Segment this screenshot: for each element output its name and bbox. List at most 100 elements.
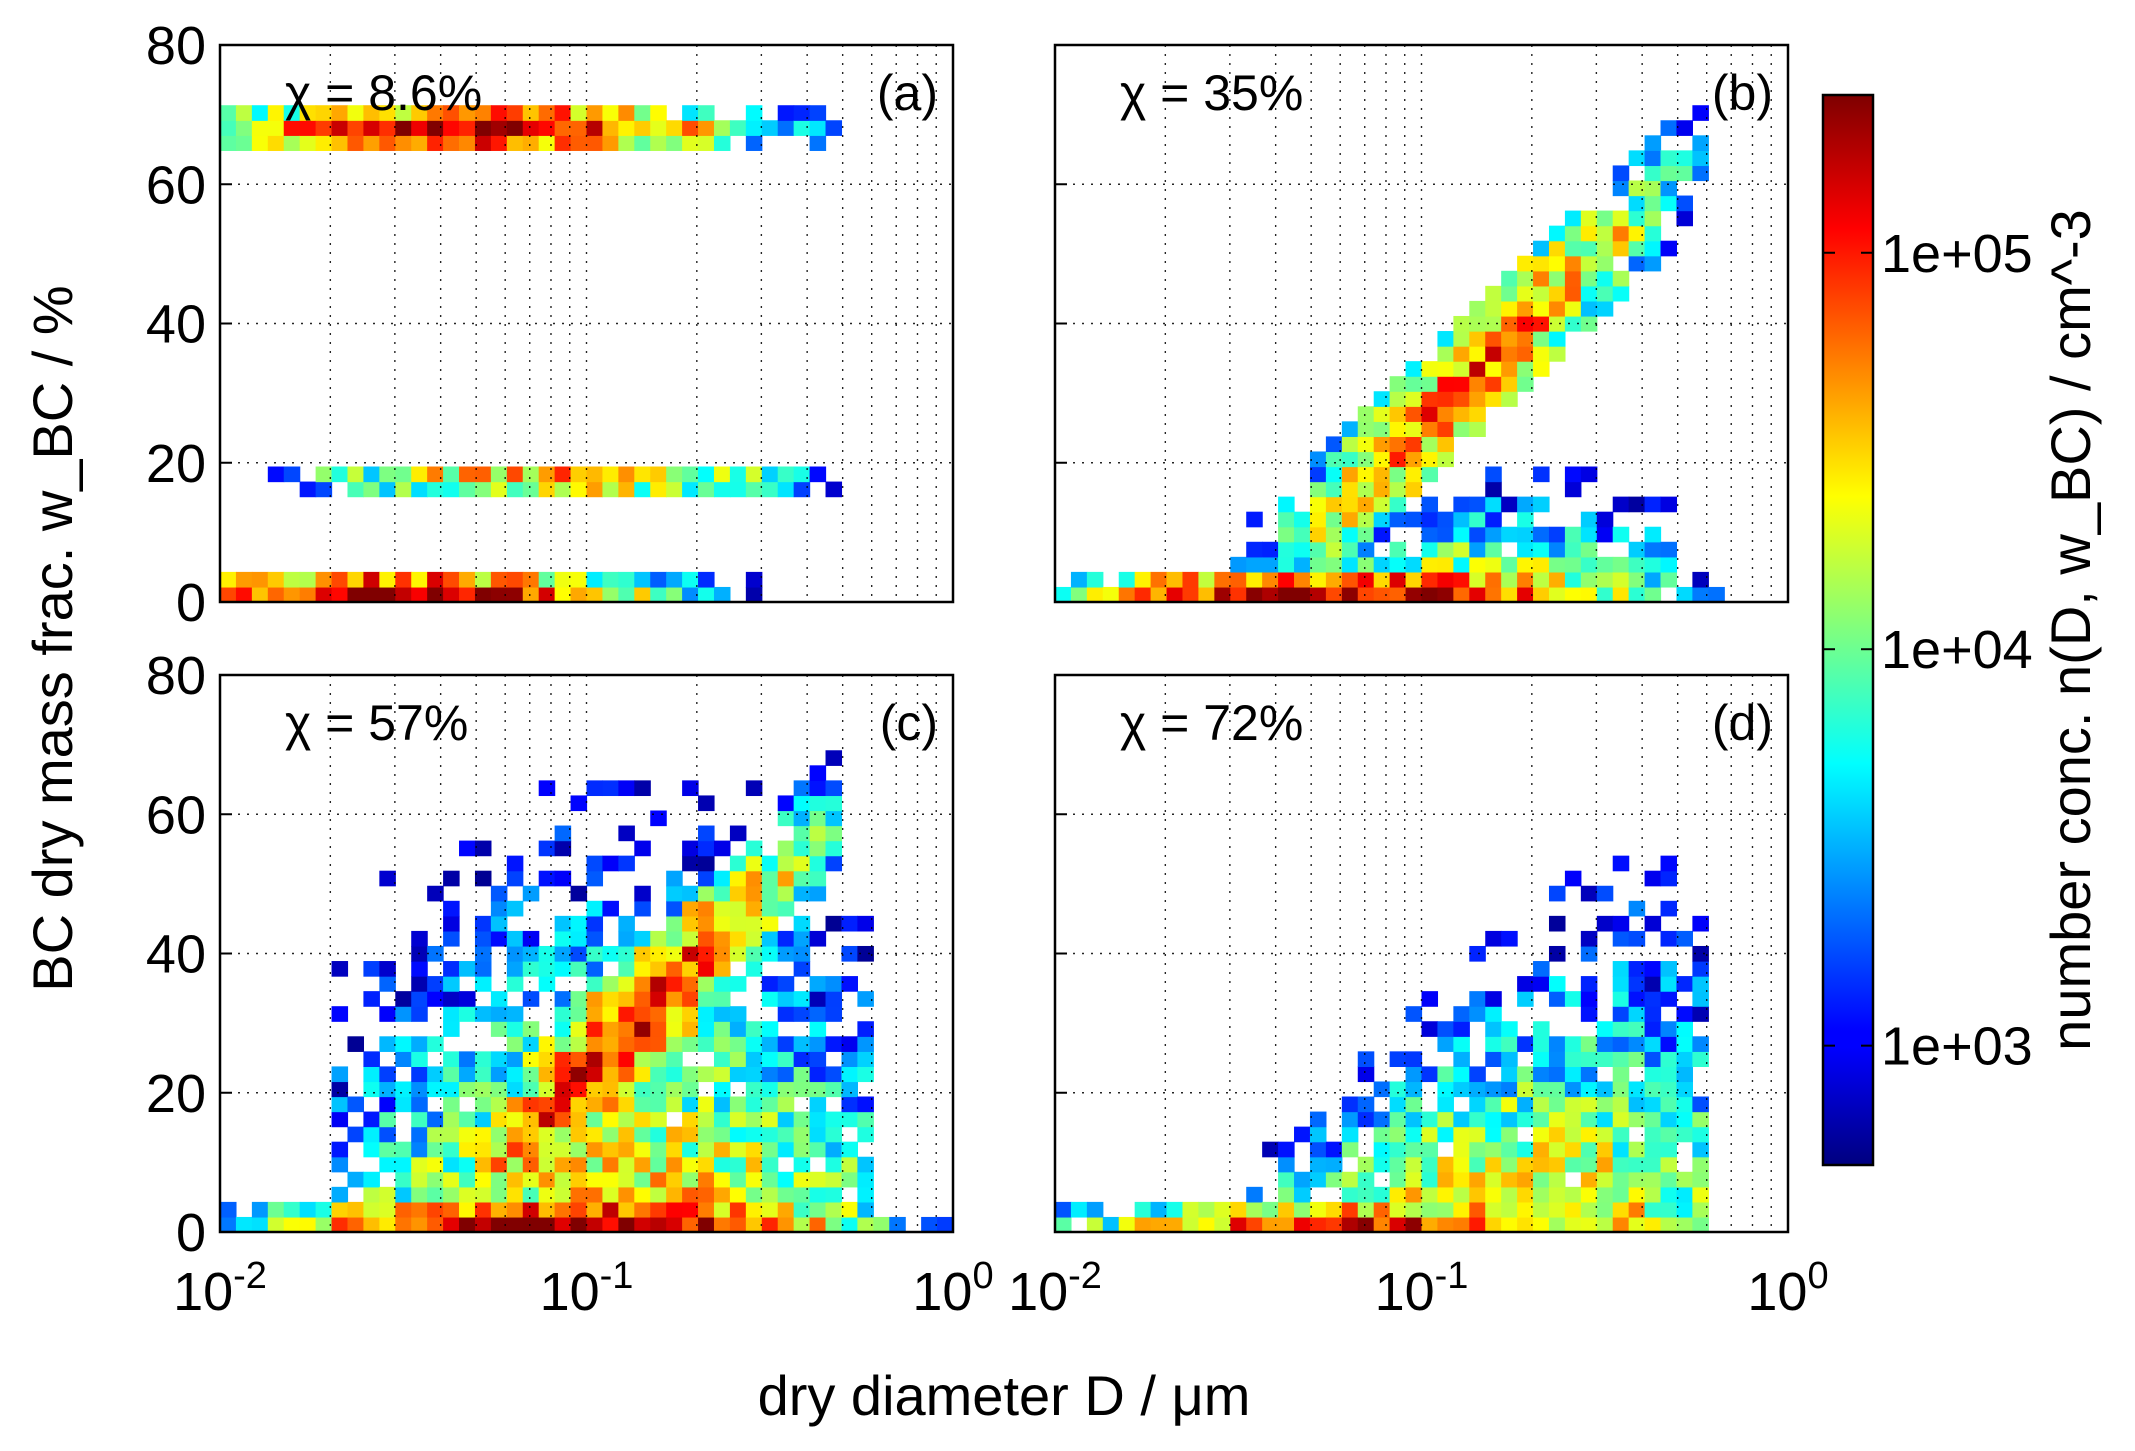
heatmap-cell <box>713 1006 731 1022</box>
heatmap-cell <box>299 571 317 588</box>
heatmap-cell <box>745 105 763 121</box>
heatmap-cell <box>411 1111 428 1128</box>
heatmap-cell <box>650 976 667 992</box>
heatmap-cell <box>220 120 237 136</box>
heatmap-cell <box>602 1111 619 1128</box>
heatmap-cell <box>777 1186 795 1203</box>
heatmap-cell <box>1676 1036 1693 1052</box>
heatmap-cell <box>1517 556 1534 573</box>
heatmap-cell <box>602 780 619 797</box>
heatmap-cell <box>634 481 651 498</box>
heatmap-cell <box>1580 466 1598 483</box>
heatmap-cell <box>1357 1216 1375 1233</box>
heatmap-cell <box>777 870 795 887</box>
heatmap-cell <box>1389 436 1407 453</box>
heatmap-cell <box>857 915 874 932</box>
heatmap-cell <box>554 1186 572 1203</box>
heatmap-cell <box>1660 991 1678 1007</box>
heatmap-cell <box>1341 451 1359 468</box>
heatmap-cell <box>1421 361 1439 377</box>
heatmap-cell <box>1692 135 1709 151</box>
heatmap-cell <box>1517 315 1534 332</box>
heatmap-cell <box>1612 496 1630 513</box>
heatmap-cell <box>1501 526 1518 543</box>
heatmap-cell <box>411 976 428 992</box>
heatmap-cell <box>538 1186 556 1203</box>
heatmap-cell <box>602 120 619 136</box>
heatmap-cell <box>1389 391 1407 407</box>
heatmap-cell <box>363 105 380 121</box>
heatmap-cell <box>1533 466 1550 483</box>
heatmap-cell <box>395 1036 412 1052</box>
heatmap-cell <box>1357 1066 1375 1083</box>
heatmap-cell <box>1405 511 1423 528</box>
heatmap-cell <box>1437 1081 1454 1098</box>
heatmap-cell <box>1628 1156 1646 1173</box>
heatmap-cell <box>251 1216 269 1233</box>
heatmap-cell <box>745 1111 763 1128</box>
heatmap-cell <box>395 1216 412 1233</box>
heatmap-cell <box>1485 376 1502 392</box>
heatmap-cell <box>618 1096 635 1113</box>
heatmap-cell <box>634 1036 651 1052</box>
heatmap-cell <box>1453 1021 1470 1037</box>
heatmap-cell <box>506 1171 524 1188</box>
heatmap-cell <box>474 1111 492 1128</box>
heatmap-cell <box>1357 526 1375 543</box>
heatmap-cell <box>490 1171 508 1188</box>
heatmap-cell <box>443 870 460 887</box>
heatmap-cell <box>1628 1111 1646 1128</box>
heatmap-cell <box>698 135 715 151</box>
heatmap-cell <box>570 1081 588 1098</box>
heatmap-cell <box>793 466 811 483</box>
heatmap-cell <box>347 1216 365 1233</box>
heatmap-cell <box>1150 1201 1168 1218</box>
heatmap-cell <box>713 945 731 962</box>
heatmap-cell <box>1501 1126 1518 1143</box>
heatmap-cell <box>713 1036 731 1052</box>
heatmap-cell <box>1580 526 1598 543</box>
heatmap-cell <box>1230 1216 1247 1233</box>
heatmap-cell <box>1453 571 1470 588</box>
heatmap-cell <box>443 1201 460 1218</box>
heatmap-cell <box>1278 586 1295 603</box>
heatmap-cell <box>1533 526 1550 543</box>
heatmap-cell <box>1612 1111 1630 1128</box>
heatmap-cell <box>1501 300 1518 317</box>
heatmap-cell <box>1644 1156 1662 1173</box>
heatmap-cell <box>363 1171 380 1188</box>
heatmap-cell <box>634 780 651 797</box>
heatmap-cell <box>1485 1036 1502 1052</box>
heatmap-cell <box>299 1216 317 1233</box>
heatmap-cell <box>347 105 365 121</box>
panel-c: χ = 57% (c) <box>218 673 955 1234</box>
heatmap-cell <box>1357 541 1375 558</box>
heatmap-cell <box>474 1186 492 1203</box>
heatmap-cell <box>761 1216 779 1233</box>
heatmap-cell <box>490 1141 508 1158</box>
heatmap-cell <box>1612 1126 1630 1143</box>
heatmap-cell <box>538 1096 556 1113</box>
heatmap-cell <box>682 961 699 977</box>
heatmap-cell <box>379 105 396 121</box>
heatmap-cell <box>1580 541 1598 558</box>
heatmap-cell <box>251 1201 269 1218</box>
heatmap-cell <box>698 586 715 603</box>
heatmap-cell <box>745 1171 763 1188</box>
heatmap-cell <box>1564 1051 1582 1067</box>
heatmap-cell <box>1501 331 1518 347</box>
heatmap-cell <box>427 1156 444 1173</box>
heatmap-cell <box>1660 1096 1678 1113</box>
heatmap-cell <box>1564 315 1582 332</box>
heatmap-cell <box>1596 1216 1614 1233</box>
heatmap-cell <box>618 1051 635 1067</box>
heatmap-cell <box>1357 406 1375 422</box>
heatmap-cell <box>634 1081 651 1098</box>
heatmap-cell <box>474 586 492 603</box>
heatmap-cell <box>1628 556 1646 573</box>
heatmap-cell <box>570 1141 588 1158</box>
heatmap-cell <box>1612 210 1630 227</box>
y-tick-label: 60 <box>146 155 206 215</box>
heatmap-cell <box>1660 496 1678 513</box>
heatmap-cell <box>490 1006 508 1022</box>
